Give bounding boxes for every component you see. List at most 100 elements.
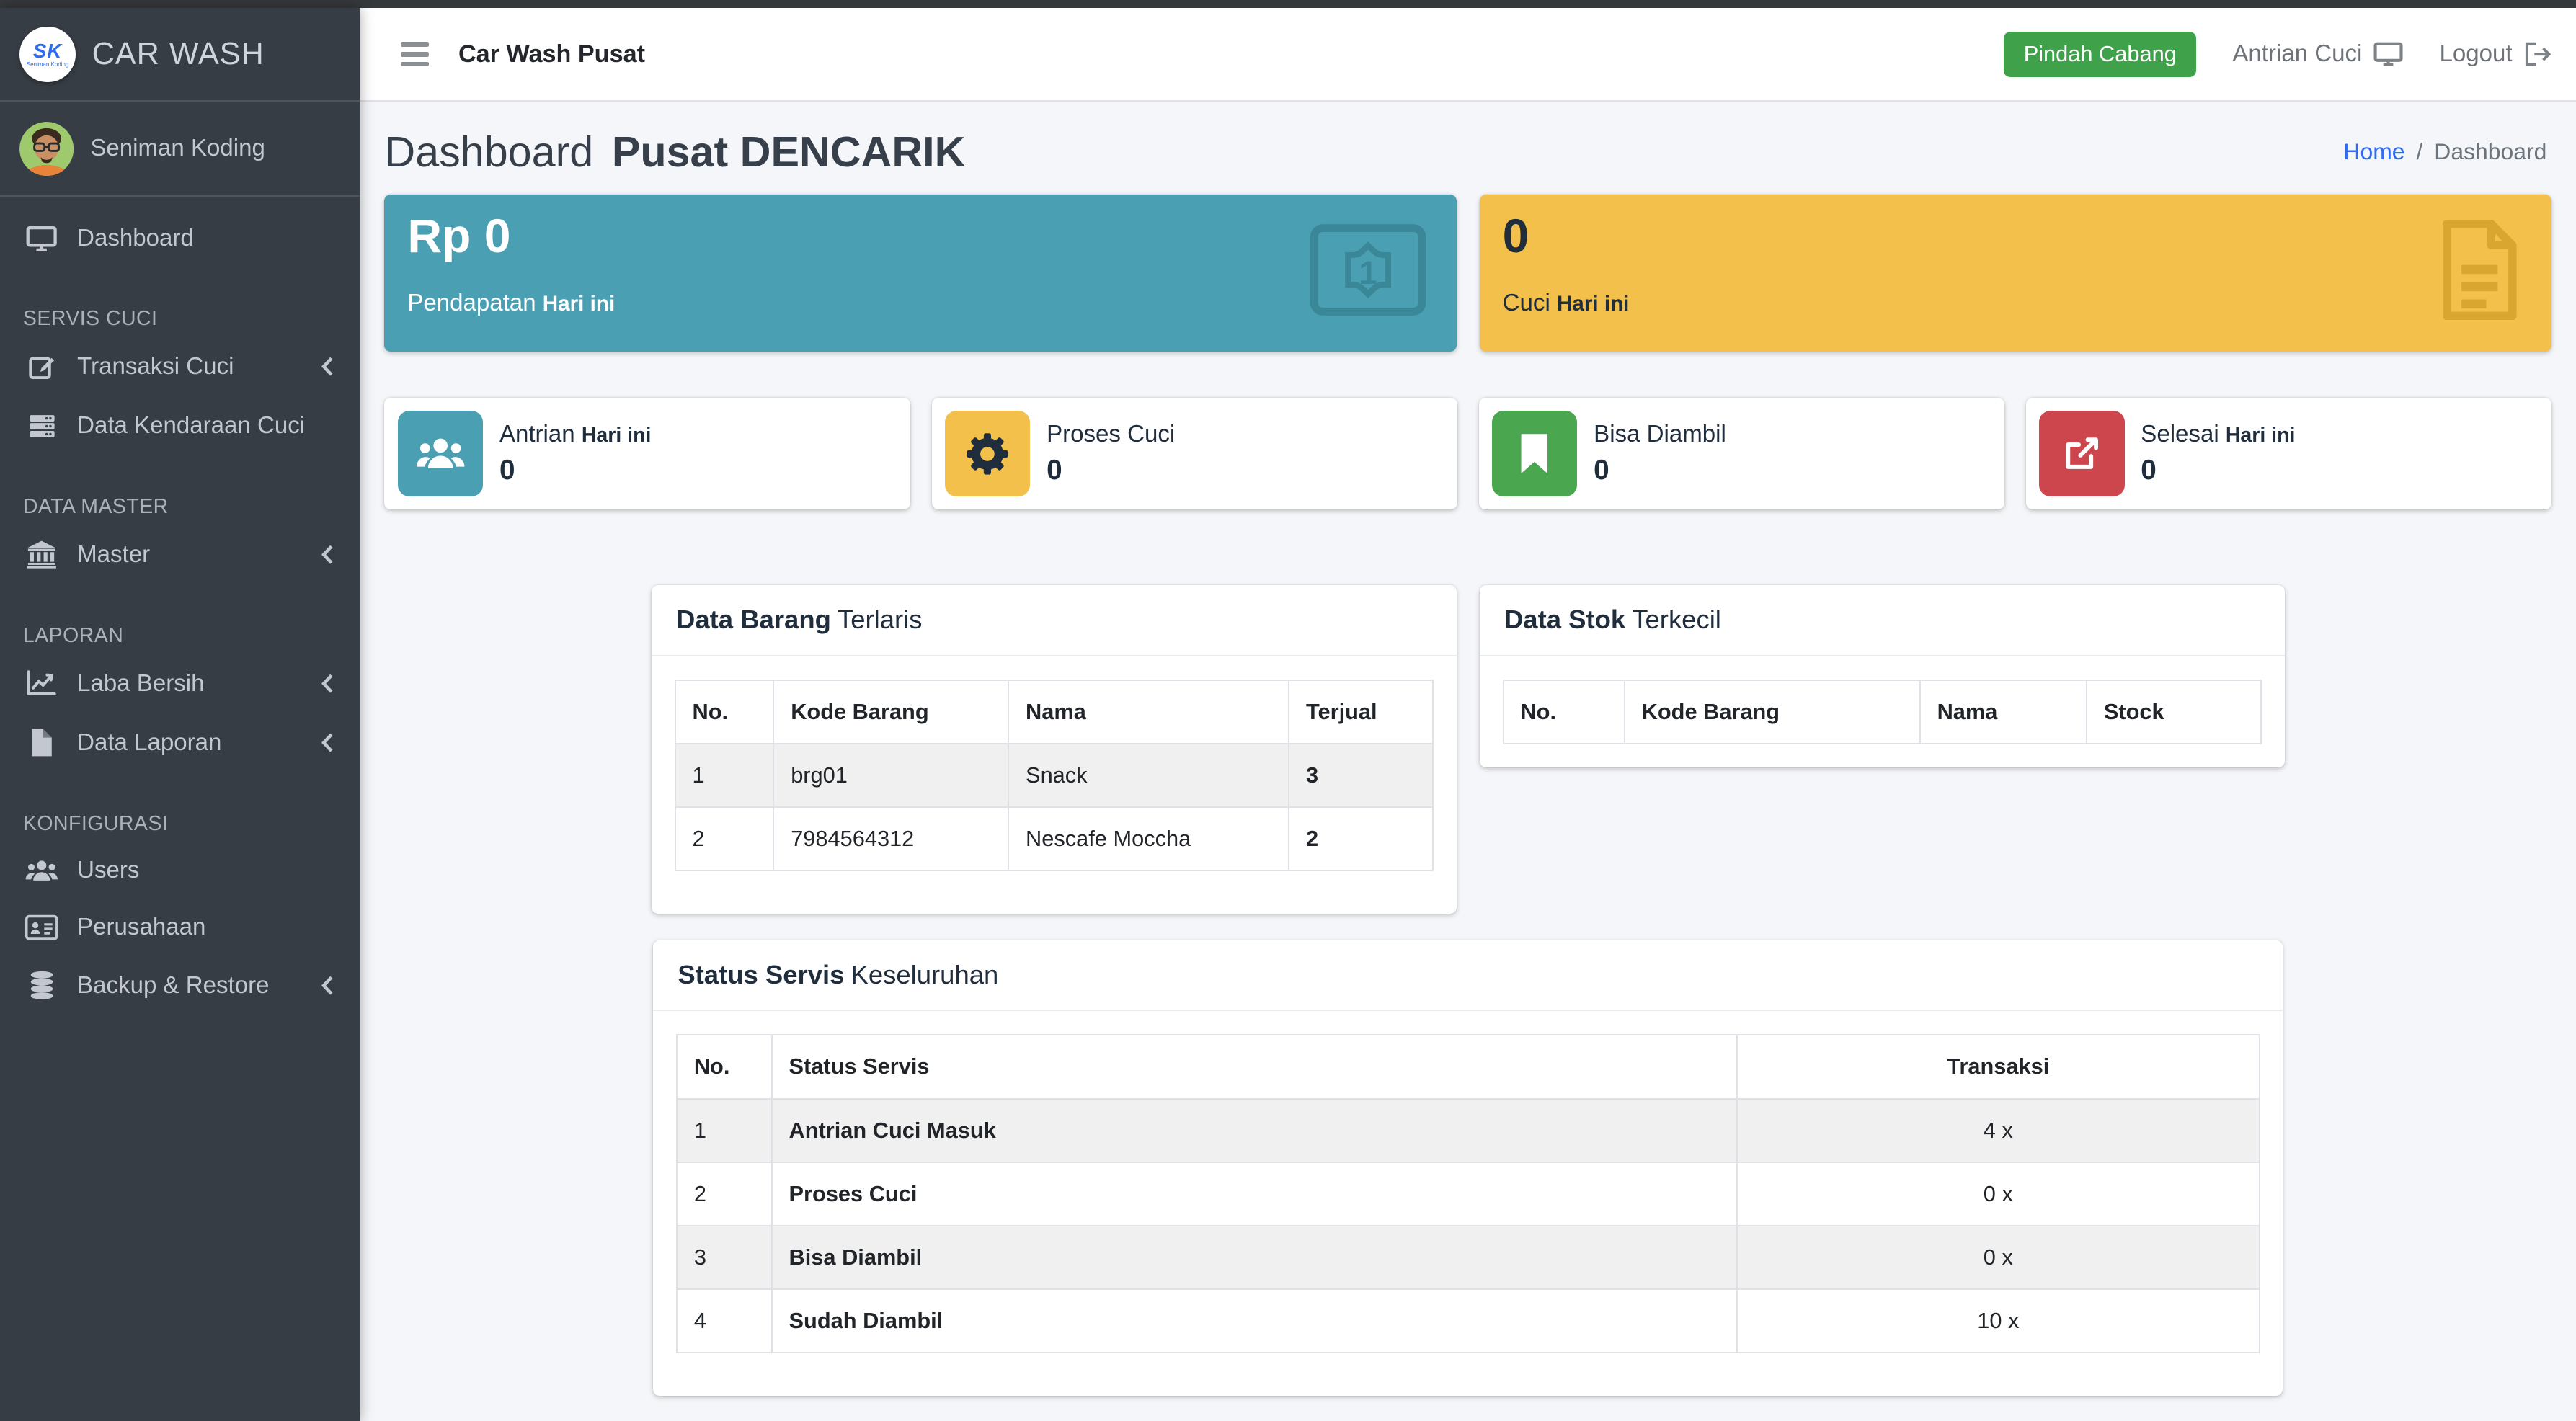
breadcrumb-separator: / bbox=[2416, 138, 2423, 164]
col-kode-barang: Kode Barang bbox=[773, 679, 1010, 744]
gear-icon bbox=[944, 411, 1031, 496]
col-no: No. bbox=[1502, 679, 1625, 744]
app-root: SK Seniman Koding CAR WASH Seniman Kodin… bbox=[0, 8, 2576, 1421]
pendapatan-label: Pendapatan Hari ini bbox=[407, 289, 616, 316]
sidebar: SK Seniman Koding CAR WASH Seniman Kodin… bbox=[0, 8, 360, 1421]
selesai-info-number: 0 bbox=[2141, 454, 2157, 486]
col-status-servis: Status Servis bbox=[770, 1034, 1738, 1100]
page-header: Dashboard Pusat DENCARIK Home / Dashboar… bbox=[384, 127, 2546, 177]
file-alt-icon bbox=[2437, 219, 2523, 327]
user-panel: Seniman Koding bbox=[0, 102, 360, 197]
sidebar-item-perusahaan[interactable]: Perusahaan bbox=[0, 899, 360, 956]
edit-icon bbox=[23, 352, 61, 382]
col-stock: Stock bbox=[2086, 679, 2262, 744]
sidebar-header-laporan: LAPORAN bbox=[22, 623, 124, 647]
sidebar-item-master[interactable]: Master bbox=[0, 525, 360, 584]
data-stok-card-title: Data Stok Terkecil bbox=[1479, 585, 2285, 656]
proses-cuci-info-text: Proses Cuci 0 bbox=[1047, 420, 1175, 487]
sidebar-item-laba-bersih[interactable]: Laba Bersih bbox=[0, 654, 360, 713]
user-name[interactable]: Seniman Koding bbox=[90, 135, 265, 162]
data-stok-terkecil-card: Data Stok Terkecil No. Kode Barang Nama S… bbox=[1479, 585, 2285, 767]
bisa-diambil-info-box: Bisa Diambil 0 bbox=[1478, 398, 2005, 510]
table-row: 3 Bisa Diambil 0 x bbox=[676, 1224, 2260, 1290]
col-terjual: Terjual bbox=[1288, 679, 1434, 744]
breadcrumb-current: Dashboard bbox=[2434, 138, 2547, 164]
proses-cuci-info-box: Proses Cuci 0 bbox=[931, 398, 1457, 510]
bisa-diambil-info-text: Bisa Diambil 0 bbox=[1594, 420, 1726, 487]
status-servis-card: Status Servis Keseluruhan No. Status Serv… bbox=[653, 940, 2283, 1396]
pendapatan-small-box: Rp 0 Pendapatan Hari ini 1 bbox=[384, 194, 1457, 352]
bisa-diambil-info-number: 0 bbox=[1594, 454, 1609, 486]
sidebar-header-konfigurasi: KONFIGURASI bbox=[22, 811, 169, 835]
table-row: 1 brg01 Snack 3 bbox=[674, 742, 1434, 808]
brand-logo-text: SK bbox=[32, 39, 63, 62]
sidebar-header-data-master: DATA MASTER bbox=[22, 494, 169, 518]
sidebar-header-servis-cuci: SERVIS CUCI bbox=[22, 306, 158, 330]
brand-logo: SK Seniman Koding bbox=[19, 26, 76, 83]
cuci-label: Cuci Hari ini bbox=[1502, 289, 1630, 316]
breadcrumb-home-link[interactable]: Home bbox=[2343, 138, 2405, 164]
chevron-left-icon bbox=[321, 733, 334, 752]
table-row: 2 Proses Cuci 0 x bbox=[676, 1161, 2260, 1226]
table-row: 1 Antrian Cuci Masuk 4 x bbox=[676, 1097, 2260, 1163]
navbar-title: Car Wash Pusat bbox=[458, 40, 645, 68]
desktop-icon bbox=[2373, 41, 2403, 67]
server-icon bbox=[23, 411, 61, 441]
table-header-row: No. Kode Barang Nama Stock bbox=[1502, 679, 2262, 744]
user-avatar bbox=[19, 121, 74, 176]
brand-logo-subtext: Seniman Koding bbox=[26, 61, 69, 68]
bank-icon bbox=[23, 540, 61, 569]
col-no: No. bbox=[674, 679, 775, 744]
external-link-icon bbox=[2038, 411, 2125, 496]
users-icon bbox=[397, 411, 484, 496]
data-cards-row: Data Barang Terlaris No. Kode Barang Nama… bbox=[384, 585, 2551, 914]
chart-line-icon bbox=[23, 669, 61, 698]
chevron-left-icon bbox=[321, 545, 334, 564]
logout-label: Logout bbox=[2439, 40, 2513, 68]
selesai-info-text: Selesai Hari ini 0 bbox=[2141, 420, 2295, 487]
sidebar-item-backup-restore[interactable]: Backup & Restore bbox=[0, 956, 360, 1015]
data-barang-terlaris-card: Data Barang Terlaris No. Kode Barang Nama… bbox=[651, 585, 1457, 914]
antrian-info-text: Antrian Hari ini 0 bbox=[499, 420, 651, 487]
top-navbar: Car Wash Pusat Pindah Cabang Antrian Cuc… bbox=[360, 8, 2576, 102]
breadcrumb: Home / Dashboard bbox=[2343, 138, 2546, 165]
cuci-small-box: 0 Cuci Hari ini bbox=[1479, 194, 2552, 352]
status-servis-card-title: Status Servis Keseluruhan bbox=[653, 940, 2283, 1012]
svg-text:1: 1 bbox=[1359, 254, 1377, 291]
file-icon bbox=[23, 728, 61, 757]
sidebar-brand[interactable]: SK Seniman Koding CAR WASH bbox=[0, 8, 360, 102]
antrian-info-number: 0 bbox=[499, 454, 515, 486]
sidebar-item-transaksi-cuci[interactable]: Transaksi Cuci bbox=[0, 337, 360, 396]
sidebar-item-dashboard[interactable]: Dashboard bbox=[0, 210, 360, 267]
antrian-cuci-link[interactable]: Antrian Cuci bbox=[2232, 40, 2403, 68]
id-card-icon bbox=[23, 914, 61, 940]
status-row: Status Servis Keseluruhan No. Status Serv… bbox=[384, 940, 2551, 1396]
sign-out-icon bbox=[2523, 41, 2551, 67]
chevron-left-icon bbox=[321, 674, 334, 693]
table-row: 4 Sudah Diambil 10 x bbox=[676, 1288, 2260, 1353]
page-title: Dashboard Pusat DENCARIK bbox=[384, 127, 966, 176]
pindah-cabang-button[interactable]: Pindah Cabang bbox=[2004, 31, 2197, 78]
window-chrome-strip bbox=[0, 0, 2576, 9]
cuci-value: 0 bbox=[1502, 210, 1529, 264]
desktop-icon bbox=[23, 225, 61, 253]
logout-link[interactable]: Logout bbox=[2439, 40, 2551, 68]
table-header-row: No. Kode Barang Nama Terjual bbox=[674, 679, 1434, 744]
data-barang-card-title: Data Barang Terlaris bbox=[651, 585, 1457, 656]
bookmark-icon bbox=[1491, 411, 1578, 496]
sidebar-toggle-button[interactable] bbox=[401, 42, 429, 67]
sidebar-item-data-kendaraan-cuci[interactable]: Data Kendaraan Cuci bbox=[0, 396, 360, 455]
data-barang-table: No. Kode Barang Nama Terjual 1 brg01 bbox=[674, 679, 1434, 872]
data-stok-card-body: No. Kode Barang Nama Stock bbox=[1480, 656, 2285, 767]
pendapatan-value: Rp 0 bbox=[407, 210, 511, 264]
col-kode-barang: Kode Barang bbox=[1623, 679, 1921, 744]
col-transaksi: Transaksi bbox=[1736, 1034, 2260, 1100]
chevron-left-icon bbox=[321, 357, 334, 377]
sidebar-item-data-laporan[interactable]: Data Laporan bbox=[0, 713, 360, 772]
status-servis-card-body: No. Status Servis Transaksi 1 Antrian Cu… bbox=[653, 1011, 2283, 1396]
table-row: 2 7984564312 Nescafe Moccha 2 bbox=[674, 806, 1434, 872]
sidebar-item-users[interactable]: Users bbox=[0, 842, 360, 899]
selesai-info-box: Selesai Hari ini 0 bbox=[2025, 398, 2552, 510]
table-header-row: No. Status Servis Transaksi bbox=[676, 1034, 2260, 1100]
small-boxes-row: Rp 0 Pendapatan Hari ini 1 0 bbox=[384, 194, 2552, 352]
